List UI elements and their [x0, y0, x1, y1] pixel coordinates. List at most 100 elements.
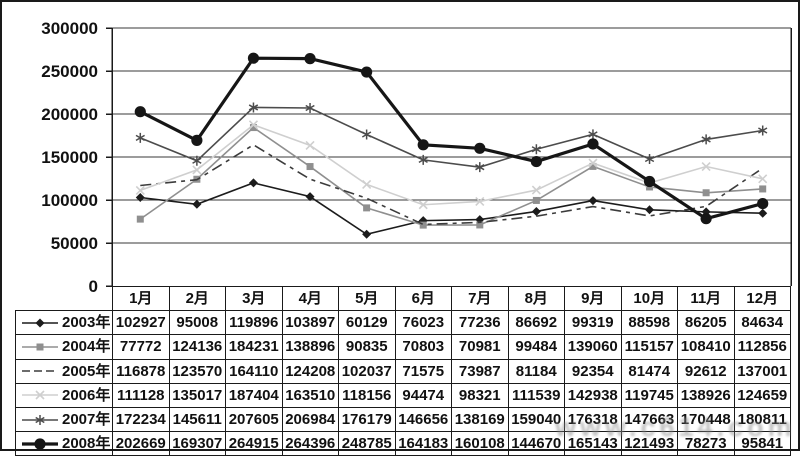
value-cell: 102037 — [338, 358, 396, 384]
value-cell: 70803 — [394, 334, 452, 360]
value-cell: 164110 — [225, 358, 283, 384]
legend-cell-2003年: 2003年 — [15, 310, 113, 336]
x-marker — [418, 200, 428, 210]
table-corner-cell — [16, 287, 113, 311]
series-line-2008年 — [139, 56, 764, 221]
x-marker — [135, 185, 145, 195]
asterisk-marker — [135, 132, 145, 143]
value-cell: 124136 — [168, 334, 226, 360]
value-cell: 111539 — [507, 382, 565, 408]
series-line-2006年 — [140, 123, 763, 206]
value-cell: 180811 — [733, 406, 791, 433]
square-marker — [759, 185, 767, 193]
value-cell: 123570 — [168, 358, 226, 384]
series-name: 2003年 — [62, 314, 111, 332]
circle-marker — [247, 52, 260, 64]
x-marker — [305, 140, 315, 150]
value-cell: 92612 — [677, 358, 735, 384]
circle-marker — [587, 138, 599, 150]
circle-marker — [530, 155, 542, 168]
value-cell: 73987 — [451, 358, 509, 384]
value-cell: 99319 — [564, 310, 622, 336]
month-header: 3月 — [225, 285, 283, 312]
table-row: 2008年 202669 169307 264915 264396 248785 16418… — [15, 431, 791, 456]
x-marker — [531, 185, 541, 195]
value-cell: 60129 — [338, 310, 396, 336]
value-cell: 86205 — [677, 310, 735, 336]
value-cell: 124659 — [733, 382, 791, 408]
value-cell: 159040 — [507, 406, 565, 433]
asterisk-marker — [475, 162, 485, 173]
square-marker — [363, 204, 371, 212]
value-cell: 165143 — [564, 431, 622, 456]
value-cell: 71575 — [394, 358, 452, 384]
asterisk-marker — [701, 134, 711, 145]
series-name: 2008年 — [62, 435, 111, 453]
x-marker — [588, 158, 598, 168]
asterisk-marker — [644, 154, 655, 165]
diamond-marker — [588, 196, 598, 206]
month-header: 8月 — [507, 285, 565, 312]
asterisk-marker — [418, 154, 428, 165]
circle-marker — [34, 438, 46, 450]
value-cell: 187404 — [225, 382, 283, 408]
value-cell: 88598 — [620, 310, 678, 336]
value-cell: 138896 — [281, 334, 339, 360]
month-header: 9月 — [564, 285, 622, 312]
month-header-row: 1月 2月 3月 4月 5月 6月 7月 8月 9月 10月 11月 12月 — [16, 285, 791, 312]
month-header: 10月 — [620, 285, 678, 312]
legend-cell-2005年: 2005年 — [15, 358, 113, 384]
diamond-marker — [645, 205, 655, 215]
value-cell: 138926 — [677, 382, 735, 408]
series-name: 2005年 — [62, 362, 111, 380]
circle-marker — [134, 106, 146, 118]
value-cell: 207605 — [225, 406, 283, 433]
value-cell: 98321 — [451, 382, 509, 408]
value-cell: 164183 — [394, 431, 452, 456]
value-cell: 77236 — [451, 310, 509, 336]
value-cell: 170448 — [677, 406, 735, 433]
value-cell: 135017 — [168, 382, 226, 408]
series-name: 2007年 — [62, 411, 111, 429]
line-chart: 0 50000 100000 150000 200000 250000 300000 — [41, 19, 792, 294]
square-marker — [702, 189, 710, 197]
square-marker — [532, 196, 540, 204]
value-cell: 138169 — [451, 406, 509, 433]
value-cell: 248785 — [338, 431, 396, 456]
x-marker — [475, 196, 485, 207]
value-cell: 124208 — [281, 358, 339, 384]
month-header: 7月 — [451, 285, 509, 312]
asterisk-marker — [35, 414, 45, 425]
table-row: 2007年 172234 145611 207605 206984 176179 14665… — [15, 406, 791, 433]
value-cell: 184231 — [225, 334, 283, 360]
value-cell: 112856 — [733, 334, 791, 360]
square-marker — [419, 221, 427, 229]
value-cell: 86692 — [507, 310, 565, 336]
circle-marker — [417, 139, 429, 151]
month-header: 1月 — [112, 285, 170, 312]
table-row: 2006年 111128 135017 187404 163510 118156 94474… — [15, 382, 791, 408]
square-marker — [36, 343, 44, 351]
value-cell: 176318 — [564, 406, 622, 433]
value-cell: 202669 — [112, 431, 170, 456]
asterisk-marker — [588, 129, 598, 140]
value-cell: 169307 — [168, 431, 226, 456]
legend-cell-2007年: 2007年 — [15, 406, 113, 433]
y-axis-label: 50000 — [51, 234, 98, 253]
y-axis-label: 300000 — [41, 19, 98, 38]
month-header: 6月 — [394, 285, 452, 312]
legend-asterisk-icon — [22, 414, 58, 425]
value-cell: 111128 — [112, 382, 170, 408]
x-marker — [35, 390, 45, 400]
x-marker — [248, 120, 259, 130]
square-marker — [589, 162, 597, 170]
value-cell: 81184 — [507, 358, 565, 384]
legend-diamond-icon — [22, 318, 58, 328]
series-name: 2004年 — [62, 338, 111, 356]
diamond-marker — [531, 206, 541, 216]
y-axis-label: 0 — [89, 277, 98, 294]
value-cell: 78273 — [677, 431, 735, 456]
legend-cell-2008年: 2008年 — [15, 431, 113, 456]
table-row: 2004年 77772 124136 184231 138896 90835 70803 70… — [15, 334, 791, 360]
